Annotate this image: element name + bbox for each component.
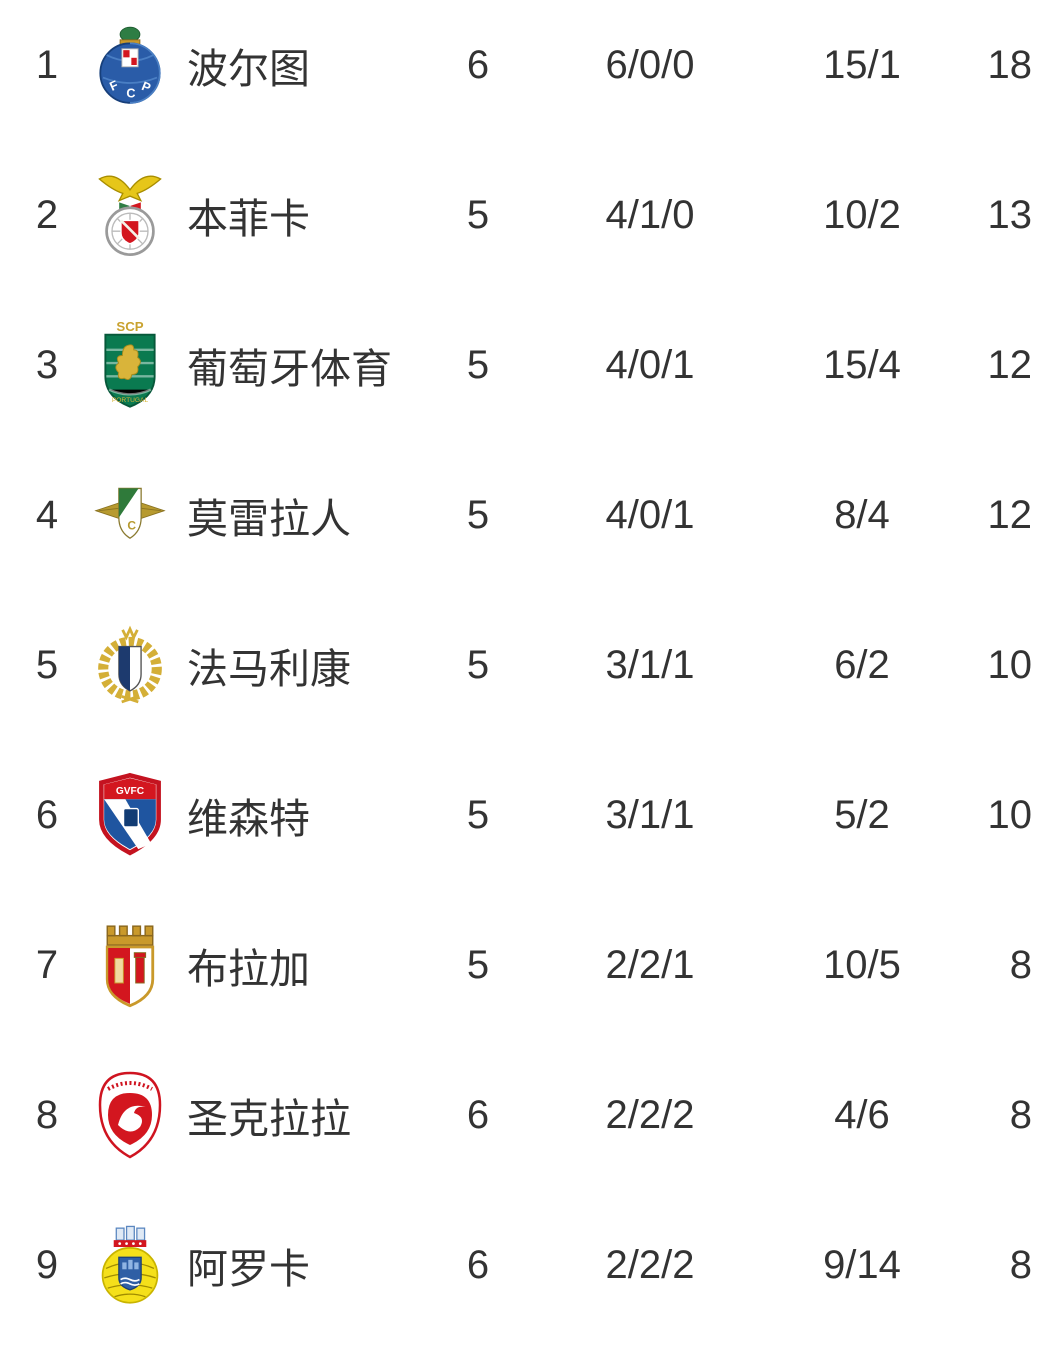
braga-crest-icon: [94, 916, 166, 1014]
team-name: 波尔图: [187, 46, 310, 92]
santa-clara-crest-icon: [94, 1069, 166, 1161]
team-name: 圣克拉拉: [187, 1096, 351, 1142]
rank-cell: 9: [35, 1242, 59, 1287]
goals-cell: 9/14: [823, 1242, 901, 1287]
rank-cell: 3: [35, 342, 59, 387]
team-name: 葡萄牙体育: [187, 346, 392, 392]
table-row[interactable]: 8 圣克拉拉 6 2/2/2 4/6 8: [0, 1040, 1038, 1190]
points-cell: 8: [1009, 1242, 1032, 1287]
table-row[interactable]: 1 F C P 波尔图 6 6/0/0 15/1 18: [0, 0, 1038, 140]
points-cell: 8: [1009, 1092, 1032, 1137]
table-row[interactable]: 7 布拉加 5 2/2/1 10/5: [0, 890, 1038, 1040]
points-cell: 18: [987, 42, 1033, 87]
team-name: 莫雷拉人: [187, 496, 351, 542]
rank-cell: 4: [35, 492, 59, 537]
win-draw-loss-cell: 2/2/1: [605, 942, 695, 987]
played-cell: 6: [466, 1242, 490, 1287]
played-cell: 6: [466, 1092, 490, 1137]
svg-text:C: C: [126, 86, 135, 100]
goals-cell: 15/1: [823, 42, 901, 87]
table-row[interactable]: 3 SCP PORTUGAL 葡萄牙体育 5 4/0/1 15/4 12: [0, 290, 1038, 440]
sporting-crest-icon: SCP PORTUGAL: [94, 315, 166, 415]
table-row[interactable]: 6 GVFC 维森特 5 3/1/1 5/2 10: [0, 740, 1038, 890]
benfica-crest-icon: [94, 163, 166, 267]
played-cell: 5: [466, 492, 490, 537]
rank-cell: 1: [35, 42, 59, 87]
win-draw-loss-cell: 4/1/0: [605, 192, 695, 237]
win-draw-loss-cell: 6/0/0: [605, 42, 695, 87]
table-row[interactable]: 9: [0, 1190, 1038, 1340]
table-row[interactable]: 2 本菲卡 5 4/1/0 10/2 13: [0, 140, 1038, 290]
win-draw-loss-cell: 3/1/1: [605, 792, 695, 837]
points-cell: 13: [987, 192, 1033, 237]
goals-cell: 4/6: [834, 1092, 890, 1137]
played-cell: 5: [466, 942, 490, 987]
team-name: 法马利康: [187, 646, 351, 692]
played-cell: 5: [466, 192, 490, 237]
table-row[interactable]: 5 法马利康 5 3/1/1 6/2 10: [0, 590, 1038, 740]
svg-text:GVFC: GVFC: [116, 786, 145, 797]
points-cell: 8: [1009, 942, 1032, 987]
played-cell: 5: [466, 792, 490, 837]
win-draw-loss-cell: 2/2/2: [605, 1242, 695, 1287]
win-draw-loss-cell: 3/1/1: [605, 642, 695, 687]
goals-cell: 6/2: [834, 642, 890, 687]
goals-cell: 8/4: [834, 492, 890, 537]
played-cell: 5: [466, 342, 490, 387]
points-cell: 12: [987, 492, 1033, 537]
played-cell: 5: [466, 642, 490, 687]
goals-cell: 15/4: [823, 342, 901, 387]
porto-crest-icon: F C P: [94, 17, 166, 113]
rank-cell: 5: [35, 642, 59, 687]
team-name: 维森特: [187, 796, 310, 842]
famalicao-crest-icon: [94, 617, 166, 713]
win-draw-loss-cell: 4/0/1: [605, 342, 695, 387]
win-draw-loss-cell: 2/2/2: [605, 1092, 695, 1137]
goals-cell: 10/5: [823, 942, 901, 987]
svg-text:PORTUGAL: PORTUGAL: [112, 397, 149, 404]
rank-cell: 8: [35, 1092, 59, 1137]
rank-cell: 6: [35, 792, 59, 837]
team-name: 阿罗卡: [187, 1246, 310, 1292]
points-cell: 10: [987, 642, 1033, 687]
arouca-crest-icon: [94, 1214, 166, 1316]
points-cell: 12: [987, 342, 1033, 387]
rank-cell: 7: [35, 942, 59, 987]
goals-cell: 5/2: [834, 792, 890, 837]
played-cell: 6: [466, 42, 490, 87]
rank-cell: 2: [35, 192, 59, 237]
goals-cell: 10/2: [823, 192, 901, 237]
svg-text:SCP: SCP: [116, 319, 143, 334]
win-draw-loss-cell: 4/0/1: [605, 492, 695, 537]
table-row[interactable]: 4 C 莫雷拉人 5 4/0/1 8/4 12: [0, 440, 1038, 590]
gil-vicente-crest-icon: GVFC: [94, 768, 166, 862]
team-name: 布拉加: [187, 946, 310, 992]
svg-text:C: C: [127, 519, 136, 533]
team-name: 本菲卡: [187, 196, 310, 242]
moreirense-crest-icon: C: [94, 474, 166, 556]
points-cell: 10: [987, 792, 1033, 837]
